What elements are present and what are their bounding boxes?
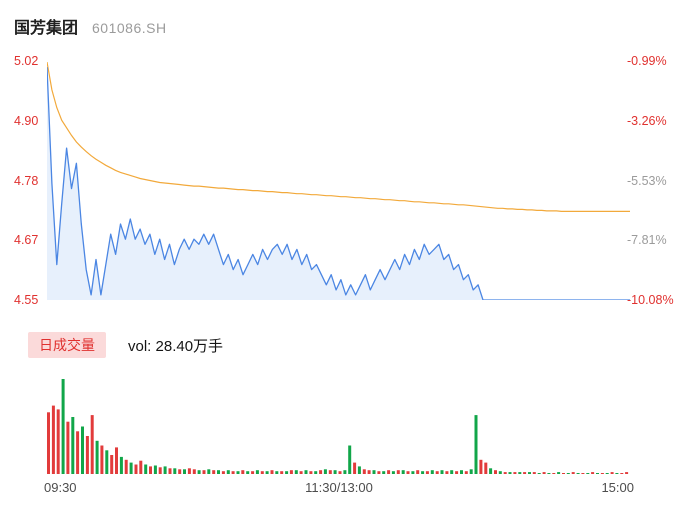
volume-bar-chart[interactable] xyxy=(47,379,630,475)
time-tick-open: 09:30 xyxy=(44,480,77,495)
price-line-chart[interactable] xyxy=(47,62,630,300)
price-chart-svg[interactable] xyxy=(47,62,630,300)
volume-header: 日成交量 vol: 28.40万手 xyxy=(28,332,223,358)
time-tick-midday: 11:30/13:00 xyxy=(305,480,373,495)
price-tick-label: 4.55 xyxy=(14,293,39,307)
volume-value: vol: 28.40万手 xyxy=(128,337,224,355)
stock-header: 国芳集团 601086.SH xyxy=(14,14,167,38)
stock-name: 国芳集团 xyxy=(14,20,79,37)
volume-chart-svg[interactable] xyxy=(47,379,630,475)
percent-axis-right: -0.99% -3.26% -5.53% -7.81% -10.08% xyxy=(627,54,685,308)
percent-tick-label: -7.81% xyxy=(627,233,667,248)
stock-code: 601086.SH xyxy=(92,20,167,36)
percent-tick-label: -10.08% xyxy=(627,293,674,307)
price-tick-label: 4.78 xyxy=(14,173,39,188)
time-axis: 09:30 11:30/13:00 15:00 xyxy=(44,480,634,495)
price-tick-label: 5.02 xyxy=(14,54,39,68)
percent-tick-label: -5.53% xyxy=(627,173,667,188)
price-tick-label: 4.67 xyxy=(14,233,39,248)
price-axis-left: 5.02 4.90 4.78 4.67 4.55 xyxy=(14,54,38,308)
volume-tab-badge[interactable]: 日成交量 xyxy=(28,332,106,358)
percent-tick-label: -0.99% xyxy=(627,54,667,68)
price-tick-label: 4.90 xyxy=(14,113,39,128)
percent-tick-label: -3.26% xyxy=(627,113,667,128)
time-tick-close: 15:00 xyxy=(601,480,634,495)
